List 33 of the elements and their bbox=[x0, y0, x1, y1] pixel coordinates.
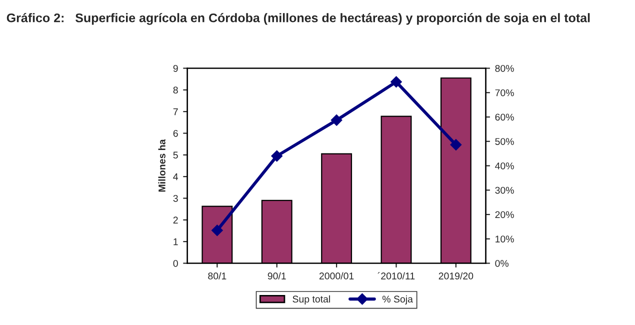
y-tick-label: 6 bbox=[173, 130, 178, 137]
y2-tick-label: 80% bbox=[495, 64, 514, 72]
y2-tick-label: 0% bbox=[495, 260, 509, 267]
point bbox=[390, 76, 402, 88]
y2-tick-label: 60% bbox=[495, 114, 514, 121]
x-tick-label: 2000/01 bbox=[319, 272, 354, 280]
y-tick-label: 0 bbox=[173, 260, 178, 267]
chart-title: Gráfico 2: Superficie agrícola en Córdoba (millones de hectáreas) y proporción de soja en el total bbox=[6, 13, 590, 25]
y-tick-label: 5 bbox=[173, 152, 178, 159]
y-axis-title: Millones ha bbox=[158, 139, 166, 192]
y-tick-label: 7 bbox=[173, 108, 178, 116]
legend-label: Sup total bbox=[292, 295, 330, 304]
y-tick-label: 1 bbox=[174, 238, 178, 246]
x-tick-label: 2019/20 bbox=[438, 272, 474, 280]
point bbox=[450, 139, 462, 150]
y2-tick-label: 30% bbox=[495, 186, 514, 194]
y-tick-label: 8 bbox=[173, 86, 178, 94]
y2-tick-label: 50% bbox=[495, 138, 514, 145]
point bbox=[271, 150, 282, 162]
y2-tick-label: 40% bbox=[495, 162, 514, 170]
legend-label: % Soja bbox=[382, 295, 413, 304]
x-tick-label: 80/1 bbox=[208, 272, 226, 280]
y-tick-label: 2 bbox=[173, 216, 178, 224]
point bbox=[330, 114, 342, 126]
y-tick-label: 3 bbox=[173, 194, 178, 202]
x-tick-label: 90/1 bbox=[268, 272, 286, 280]
x-tick-label: ´2010/11 bbox=[378, 272, 415, 280]
y2-tick-label: 10% bbox=[496, 236, 514, 242]
point bbox=[212, 224, 223, 236]
y2-tick-label: 70% bbox=[495, 89, 514, 96]
y-tick-label: 4 bbox=[173, 173, 178, 180]
y2-tick-label: 20% bbox=[495, 211, 514, 218]
y-tick-label: 9 bbox=[173, 64, 178, 72]
